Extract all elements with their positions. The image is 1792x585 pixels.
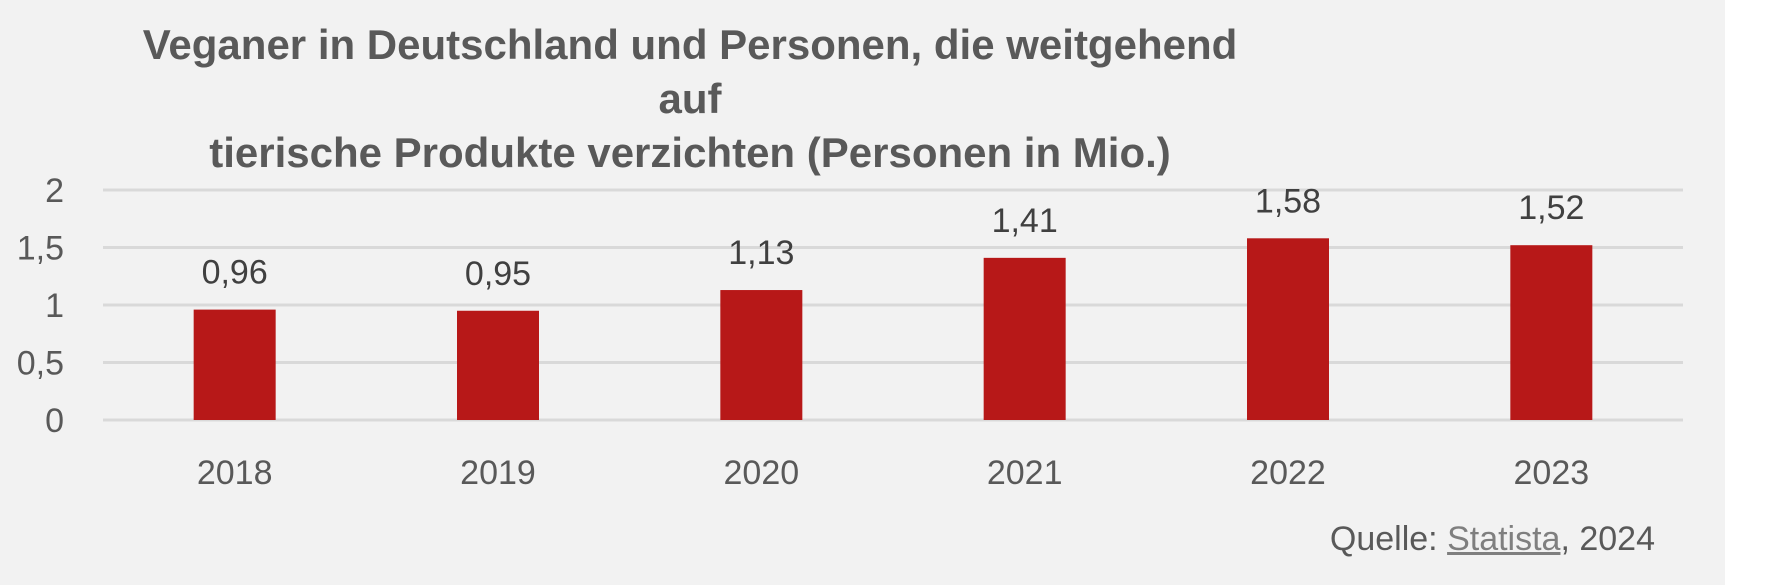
y-axis-ticks: 0 0,5 1 1,5 2 [17,172,64,440]
bars [193,238,1593,420]
x-tick-label: 2019 [460,454,536,492]
gridlines [103,188,1683,422]
y-tick-label: 0,5 [17,345,64,383]
source-link[interactable]: Statista [1447,520,1561,558]
y-tick-label: 2 [45,172,64,210]
bar [983,257,1066,420]
y-tick-label: 0 [45,402,64,440]
x-tick-label: 2021 [987,454,1063,492]
y-tick-label: 1 [45,287,64,325]
data-label: 0,96 [202,254,268,292]
source-prefix: Quelle: [1329,520,1448,558]
bar [1510,245,1593,420]
data-labels: 0,96 0,95 1,13 1,41 1,58 1,52 [202,182,1585,292]
bar [1247,238,1329,420]
bar [720,290,803,420]
x-tick-label: 2022 [1250,454,1326,492]
source-note: Quelle: Statista, 2024 [1330,520,1655,559]
data-label: 1,52 [1518,189,1584,227]
data-label: 0,95 [465,255,531,293]
source-suffix: , 2024 [1560,520,1655,558]
y-tick-label: 1,5 [17,230,64,268]
x-tick-label: 2018 [197,454,273,492]
x-tick-label: 2023 [1514,454,1590,492]
bar-chart: 00,511,52 0,96 0,951,131,411,58 1,52 2018 2… [17,172,1683,492]
x-axis-ticks: 2018 2019 2020 2021 2022 2023 [197,454,1589,492]
bar [457,310,539,420]
data-label: 1,13 [728,234,794,272]
data-label: 1,41 [992,202,1058,240]
bar [193,309,276,420]
chart-panel: Veganer in Deutschland und Personen, die… [0,0,1725,585]
x-tick-label: 2020 [724,454,800,492]
chart-title: Veganer in Deutschland und Personen, die… [142,21,1238,176]
data-label: 1,58 [1255,182,1321,220]
